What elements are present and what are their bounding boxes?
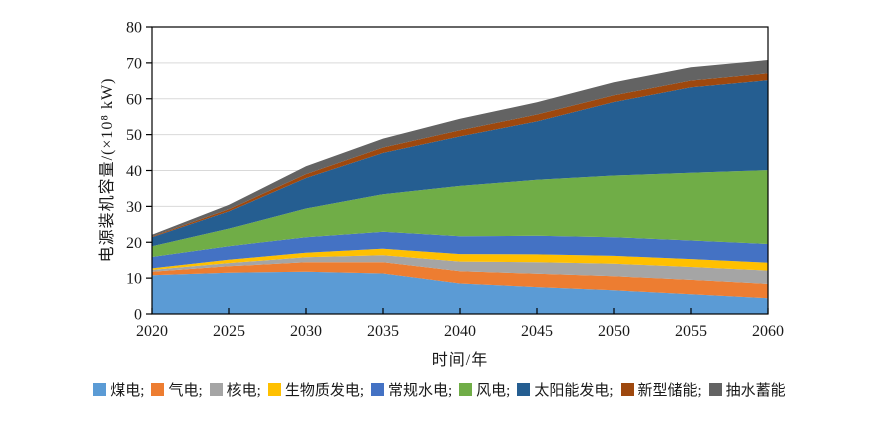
legend-swatch-icon: [93, 383, 107, 396]
area-biomass: [152, 248, 768, 271]
legend-item: 风电;: [459, 379, 510, 400]
legend-swatch-icon: [517, 383, 531, 396]
x-tick-label: 2040: [444, 323, 476, 340]
legend-item: 核电;: [209, 379, 261, 400]
legend-item: 新型储能;: [620, 379, 702, 400]
legend-label: 常规水电;: [387, 383, 453, 399]
area-wind: [152, 170, 768, 257]
legend-label: 生物质发电;: [284, 383, 364, 399]
chart-legend: 煤电; 气电; 核电; 生物质发电; 常规水电; 风电; 太阳能发电; 新型储能; 抽水蓄能: [0, 379, 879, 400]
legend-item: 气电;: [151, 379, 203, 400]
x-tick-label: 2035: [367, 323, 399, 340]
x-tick-label: 2060: [752, 323, 784, 340]
y-tick-label: 70: [126, 55, 142, 72]
x-tick-label: 2030: [290, 323, 322, 340]
legend-swatch-icon: [459, 383, 473, 396]
area-nuclear: [152, 255, 768, 284]
legend-label: 风电;: [476, 383, 511, 399]
x-tick-label: 2045: [521, 323, 553, 340]
x-tick-label: 2055: [675, 323, 707, 340]
area-hydro: [152, 231, 768, 269]
y-tick-label: 0: [134, 307, 142, 324]
legend-swatch-icon: [209, 383, 223, 396]
legend-swatch-icon: [267, 383, 281, 396]
legend-item: 抽水蓄能: [708, 379, 786, 400]
legend-label: 新型储能;: [637, 383, 702, 399]
area-solar: [152, 80, 768, 247]
area-pumped-storage: [152, 60, 768, 237]
legend-item: 生物质发电;: [267, 379, 364, 400]
legend-swatch-icon: [151, 383, 165, 396]
legend-swatch-icon: [370, 383, 384, 396]
legend-swatch-icon: [620, 383, 634, 396]
x-tick-label: 2020: [136, 323, 168, 340]
y-tick-label: 20: [126, 235, 142, 252]
y-tick-label: 60: [126, 91, 142, 108]
legend-label: 气电;: [168, 383, 203, 399]
legend-label: 核电;: [226, 383, 261, 399]
legend-label: 抽水蓄能: [725, 383, 786, 399]
legend-swatch-icon: [708, 383, 722, 396]
y-tick-label: 30: [126, 199, 142, 216]
y-tick-label: 10: [126, 271, 142, 288]
legend-item: 太阳能发电;: [517, 379, 614, 400]
x-tick-label: 2025: [213, 323, 245, 340]
y-tick-label: 50: [126, 127, 142, 144]
legend-label: 煤电;: [110, 383, 145, 399]
legend-item: 常规水电;: [370, 379, 453, 400]
y-tick-label: 80: [126, 20, 142, 37]
area-coal: [152, 271, 768, 314]
legend-item: 煤电;: [93, 379, 144, 400]
legend-label: 太阳能发电;: [534, 383, 614, 399]
y-tick-label: 40: [126, 163, 142, 180]
x-tick-label: 2050: [598, 323, 630, 340]
y-axis-title: 电源装机容量/(×10⁸ kW): [99, 77, 116, 263]
area-gas: [152, 262, 768, 299]
x-axis-title: 时间/年: [431, 352, 489, 369]
